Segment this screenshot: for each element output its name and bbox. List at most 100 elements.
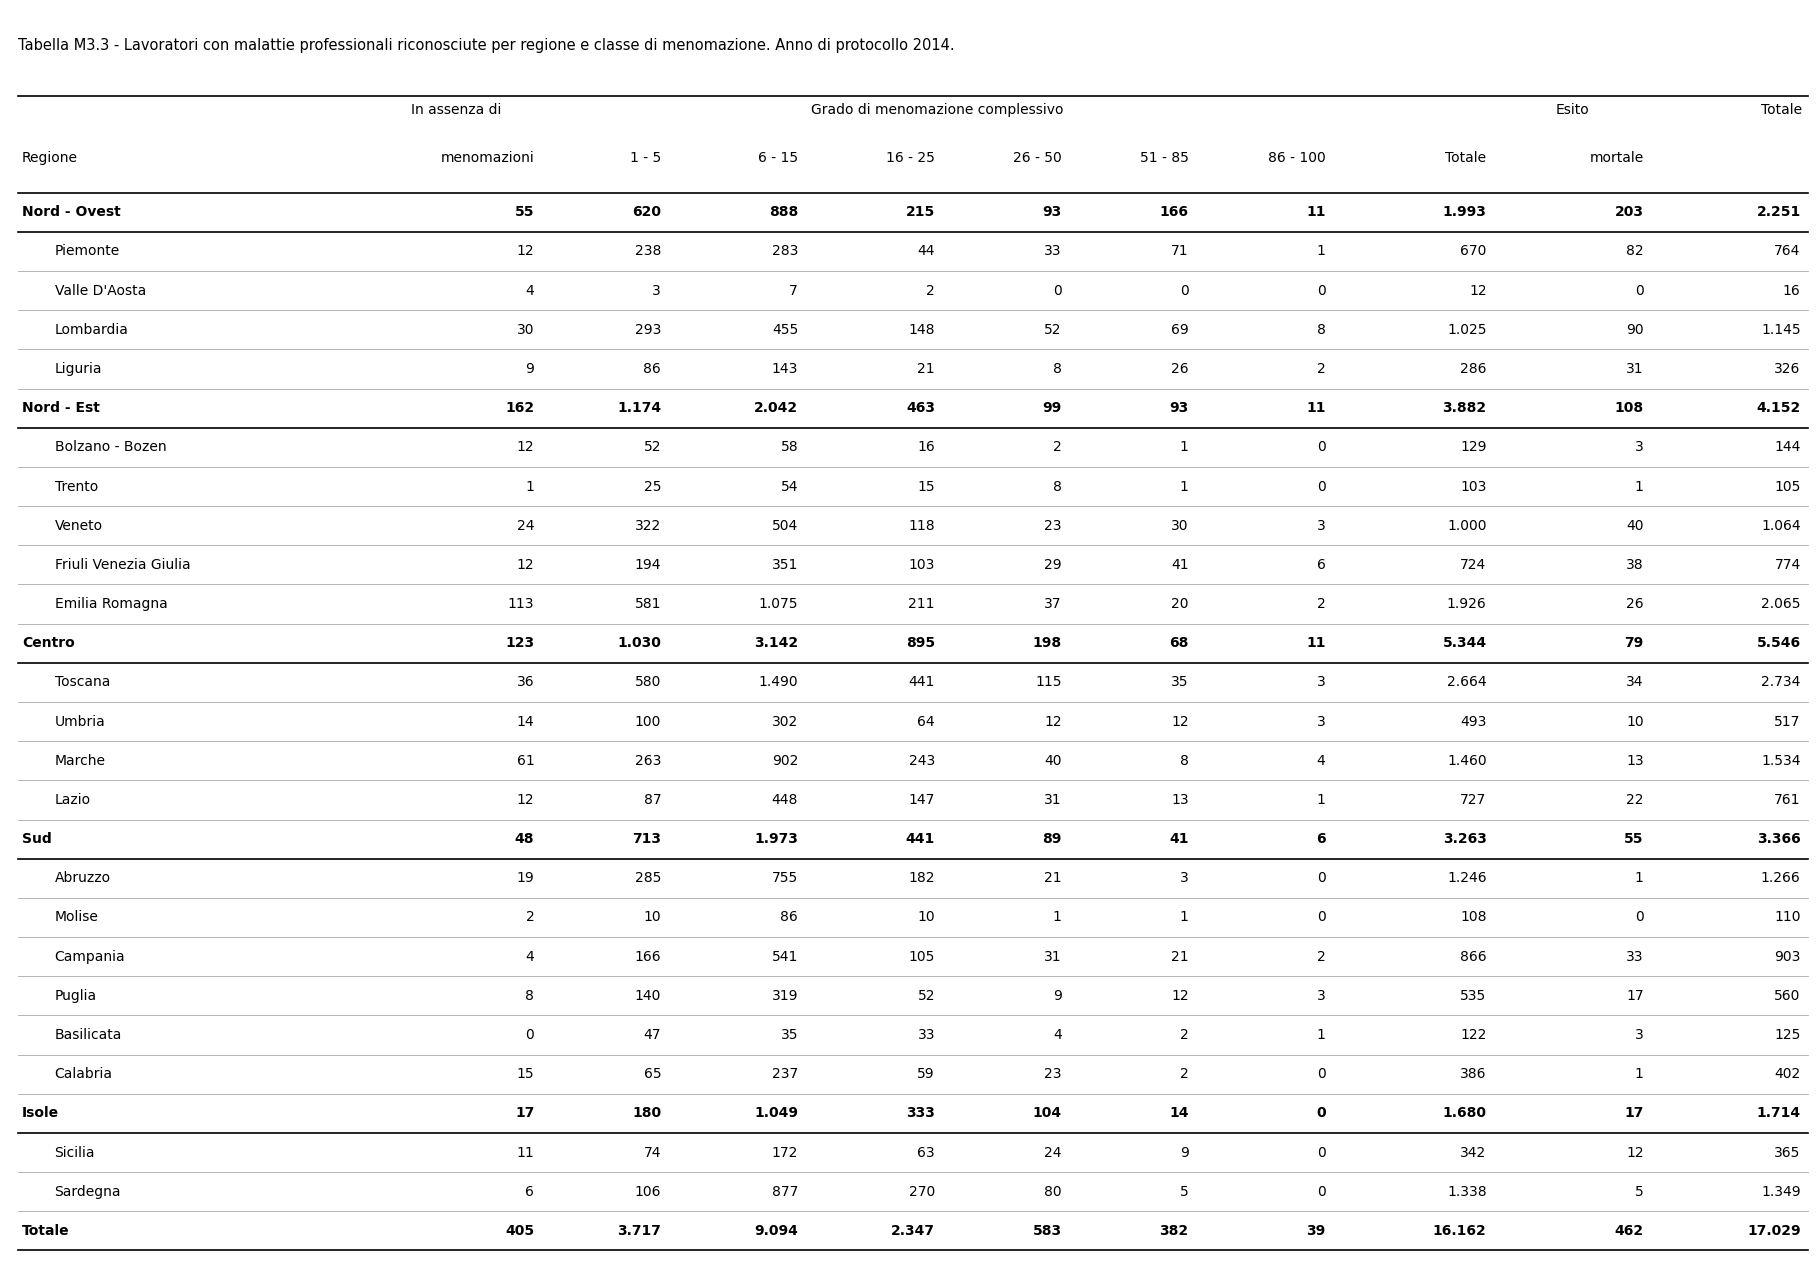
Text: 441: 441 (908, 675, 936, 689)
Text: 6: 6 (1317, 558, 1326, 572)
Text: 86 - 100: 86 - 100 (1268, 152, 1326, 166)
Text: 147: 147 (908, 792, 936, 806)
Text: 115: 115 (1036, 675, 1061, 689)
Text: 198: 198 (1032, 637, 1061, 651)
Text: 322: 322 (634, 518, 661, 532)
Text: 0: 0 (1054, 283, 1061, 297)
Text: 455: 455 (772, 323, 798, 337)
Text: 93: 93 (1170, 401, 1188, 415)
Text: 19: 19 (516, 872, 534, 886)
Text: 108: 108 (1461, 911, 1486, 925)
Text: 86: 86 (643, 362, 661, 376)
Text: 36: 36 (516, 675, 534, 689)
Text: 2: 2 (927, 283, 936, 297)
Text: 2: 2 (1317, 949, 1326, 963)
Text: Basilicata: Basilicata (55, 1028, 122, 1042)
Text: 1: 1 (525, 480, 534, 494)
Text: 764: 764 (1773, 245, 1801, 259)
Text: 65: 65 (643, 1067, 661, 1081)
Text: 24: 24 (516, 518, 534, 532)
Text: 211: 211 (908, 597, 936, 611)
Text: 16 - 25: 16 - 25 (887, 152, 936, 166)
Text: Valle D'Aosta: Valle D'Aosta (55, 283, 145, 297)
Text: 105: 105 (1773, 480, 1801, 494)
Text: 1.349: 1.349 (1761, 1184, 1801, 1198)
Text: 180: 180 (632, 1106, 661, 1120)
Text: 1.266: 1.266 (1761, 872, 1801, 886)
Text: menomazioni: menomazioni (440, 152, 534, 166)
Text: 581: 581 (634, 597, 661, 611)
Text: 755: 755 (772, 872, 798, 886)
Text: 23: 23 (1045, 518, 1061, 532)
Text: 333: 333 (907, 1106, 936, 1120)
Text: 441: 441 (905, 832, 936, 846)
Text: 1.714: 1.714 (1757, 1106, 1801, 1120)
Text: 3: 3 (652, 283, 661, 297)
Text: 1: 1 (1635, 480, 1644, 494)
Text: 4: 4 (1317, 754, 1326, 768)
Text: 2: 2 (1054, 440, 1061, 454)
Text: 4: 4 (1054, 1028, 1061, 1042)
Text: 326: 326 (1773, 362, 1801, 376)
Text: 31: 31 (1626, 362, 1644, 376)
Text: 727: 727 (1461, 792, 1486, 806)
Text: 12: 12 (1170, 715, 1188, 729)
Text: Lazio: Lazio (55, 792, 91, 806)
Text: 724: 724 (1461, 558, 1486, 572)
Text: 3: 3 (1317, 675, 1326, 689)
Text: Piemonte: Piemonte (55, 245, 120, 259)
Text: 12: 12 (1045, 715, 1061, 729)
Text: 6 - 15: 6 - 15 (758, 152, 798, 166)
Text: 9.094: 9.094 (754, 1224, 798, 1238)
Text: 2.734: 2.734 (1761, 675, 1801, 689)
Text: 761: 761 (1773, 792, 1801, 806)
Text: 866: 866 (1461, 949, 1486, 963)
Text: 33: 33 (918, 1028, 936, 1042)
Text: 1.174: 1.174 (618, 401, 661, 415)
Text: 6: 6 (525, 1184, 534, 1198)
Text: 1.075: 1.075 (758, 597, 798, 611)
Text: 1: 1 (1179, 911, 1188, 925)
Text: 82: 82 (1626, 245, 1644, 259)
Text: 10: 10 (643, 911, 661, 925)
Text: 61: 61 (516, 754, 534, 768)
Text: 5: 5 (1179, 1184, 1188, 1198)
Text: 103: 103 (908, 558, 936, 572)
Text: Nord - Est: Nord - Est (22, 401, 100, 415)
Text: 3: 3 (1179, 872, 1188, 886)
Text: Liguria: Liguria (55, 362, 102, 376)
Text: 33: 33 (1045, 245, 1061, 259)
Text: 5.546: 5.546 (1757, 637, 1801, 651)
Text: 31: 31 (1045, 792, 1061, 806)
Text: 41: 41 (1168, 832, 1188, 846)
Text: 55: 55 (514, 205, 534, 219)
Text: 1.064: 1.064 (1761, 518, 1801, 532)
Text: 2.065: 2.065 (1761, 597, 1801, 611)
Text: 11: 11 (516, 1146, 534, 1160)
Text: 3.366: 3.366 (1757, 832, 1801, 846)
Text: 8: 8 (1052, 362, 1061, 376)
Text: 4: 4 (525, 949, 534, 963)
Text: 38: 38 (1626, 558, 1644, 572)
Text: 12: 12 (516, 792, 534, 806)
Text: 3.717: 3.717 (618, 1224, 661, 1238)
Text: 12: 12 (516, 440, 534, 454)
Text: 9: 9 (1052, 989, 1061, 1003)
Text: 1.534: 1.534 (1761, 754, 1801, 768)
Text: 365: 365 (1773, 1146, 1801, 1160)
Text: Sardegna: Sardegna (55, 1184, 122, 1198)
Text: 69: 69 (1170, 323, 1188, 337)
Text: 166: 166 (1159, 205, 1188, 219)
Text: 405: 405 (505, 1224, 534, 1238)
Text: 4: 4 (525, 283, 534, 297)
Text: 40: 40 (1045, 754, 1061, 768)
Text: 125: 125 (1773, 1028, 1801, 1042)
Text: 10: 10 (918, 911, 936, 925)
Text: 23: 23 (1045, 1067, 1061, 1081)
Text: 3.142: 3.142 (754, 637, 798, 651)
Text: 1.145: 1.145 (1761, 323, 1801, 337)
Text: 59: 59 (918, 1067, 936, 1081)
Text: 238: 238 (634, 245, 661, 259)
Text: 7: 7 (789, 283, 798, 297)
Text: 285: 285 (634, 872, 661, 886)
